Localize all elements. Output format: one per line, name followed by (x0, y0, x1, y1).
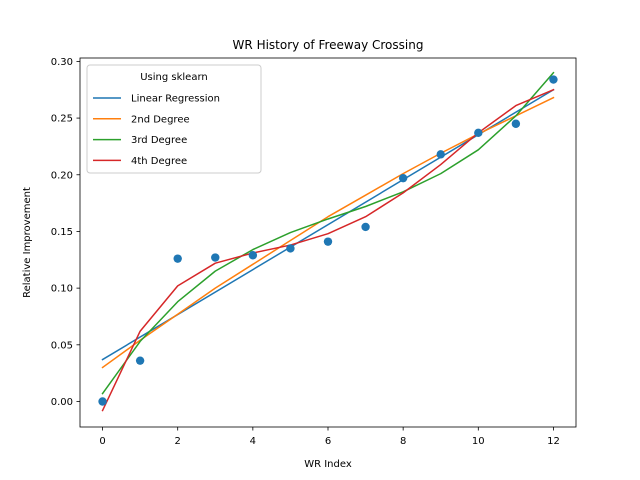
x-axis-label: WR Index (304, 459, 352, 470)
data-point (98, 397, 107, 406)
x-tick-label: 10 (472, 436, 485, 447)
x-tick-label: 2 (175, 436, 181, 447)
x-tick-label: 6 (325, 436, 331, 447)
x-tick-label: 0 (99, 436, 105, 447)
data-point (173, 254, 182, 263)
y-tick-label: 0.15 (51, 227, 73, 238)
y-tick-label: 0.00 (51, 397, 73, 408)
data-point (211, 253, 220, 262)
data-point (549, 75, 558, 84)
legend-label-1: 2nd Degree (131, 114, 190, 125)
chart-title: WR History of Freeway Crossing (233, 38, 424, 52)
y-tick-label: 0.25 (51, 114, 73, 125)
data-point (323, 237, 333, 246)
y-tick-label: 0.20 (51, 170, 73, 181)
y-tick-label: 0.05 (51, 340, 73, 351)
series-line-2 (101, 71, 555, 395)
legend-title: Using sklearn (140, 72, 208, 83)
legend-items: Linear Regression 2nd Degree 3rd Degree 4th… (93, 94, 220, 167)
legend-label-3: 4th Degree (131, 156, 187, 167)
data-point (361, 222, 370, 232)
legend-box (86, 64, 262, 174)
data-point (135, 356, 145, 365)
legend-label-0: Linear Regression (131, 94, 220, 105)
y-tick-label: 0.30 (51, 57, 73, 68)
data-point (248, 251, 258, 260)
data-point (436, 150, 445, 159)
x-tick-label: 4 (250, 436, 256, 447)
y-axis-label: Relative Improvement (22, 187, 33, 298)
x-tick-label: 12 (547, 436, 560, 447)
data-points (98, 75, 558, 406)
legend-label-2: 3rd Degree (131, 135, 187, 146)
data-point (286, 244, 295, 253)
data-point (398, 173, 408, 183)
y-tick-label: 0.10 (51, 284, 73, 295)
y-axis-ticks: 0.00 0.05 0.10 0.15 0.20 0.25 0.30 (51, 57, 80, 408)
data-point (474, 128, 483, 138)
data-point (511, 119, 521, 128)
x-tick-label: 8 (400, 436, 406, 447)
x-axis-ticks: 0 2 4 6 8 10 12 (99, 427, 560, 447)
legend: Using sklearn Linear Regression 2nd Degre… (86, 64, 262, 174)
